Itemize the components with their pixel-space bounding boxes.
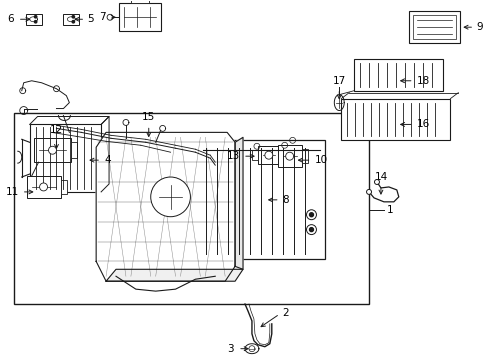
Text: 16: 16 <box>416 120 430 130</box>
Circle shape <box>310 213 314 217</box>
Circle shape <box>307 225 317 235</box>
Text: 5: 5 <box>87 14 94 24</box>
Text: 15: 15 <box>142 112 155 122</box>
Bar <box>26 176 61 198</box>
Text: 13: 13 <box>227 151 240 161</box>
Bar <box>61 180 68 194</box>
Text: 3: 3 <box>227 344 234 354</box>
Text: 10: 10 <box>315 155 328 165</box>
Bar <box>301 149 308 163</box>
Circle shape <box>310 228 314 231</box>
Text: 18: 18 <box>416 76 430 86</box>
Bar <box>252 150 258 160</box>
Text: 17: 17 <box>333 76 346 86</box>
Text: 1: 1 <box>387 205 393 215</box>
Text: 9: 9 <box>476 22 483 32</box>
Bar <box>25 14 42 25</box>
Bar <box>30 125 101 192</box>
Bar <box>413 15 456 39</box>
Circle shape <box>49 146 56 154</box>
Text: 14: 14 <box>374 172 388 182</box>
Circle shape <box>34 21 37 23</box>
Polygon shape <box>235 137 243 269</box>
Bar <box>341 99 450 140</box>
Circle shape <box>286 152 294 160</box>
Bar <box>72 142 77 158</box>
Bar <box>354 59 443 91</box>
Text: 11: 11 <box>5 187 19 197</box>
Bar <box>63 14 79 25</box>
Circle shape <box>40 183 48 191</box>
Text: 12: 12 <box>50 125 63 135</box>
Text: 4: 4 <box>104 155 111 165</box>
Circle shape <box>307 210 317 220</box>
Bar <box>131 0 149 3</box>
Circle shape <box>72 15 74 18</box>
Bar <box>119 3 161 31</box>
Bar <box>278 145 301 167</box>
Circle shape <box>34 15 37 18</box>
Bar <box>14 113 369 304</box>
Text: 8: 8 <box>283 195 289 205</box>
Circle shape <box>374 180 379 184</box>
Bar <box>409 11 460 43</box>
Bar <box>34 138 72 162</box>
Bar <box>146 222 171 256</box>
Text: 6: 6 <box>7 14 14 24</box>
Bar <box>111 217 141 256</box>
Text: 7: 7 <box>99 12 106 22</box>
Circle shape <box>72 21 74 23</box>
Polygon shape <box>96 132 235 281</box>
Circle shape <box>367 189 371 194</box>
Circle shape <box>265 151 273 159</box>
Polygon shape <box>106 269 243 281</box>
Bar <box>198 140 325 260</box>
Bar <box>258 146 280 164</box>
Text: 2: 2 <box>283 308 289 318</box>
Circle shape <box>151 177 191 217</box>
